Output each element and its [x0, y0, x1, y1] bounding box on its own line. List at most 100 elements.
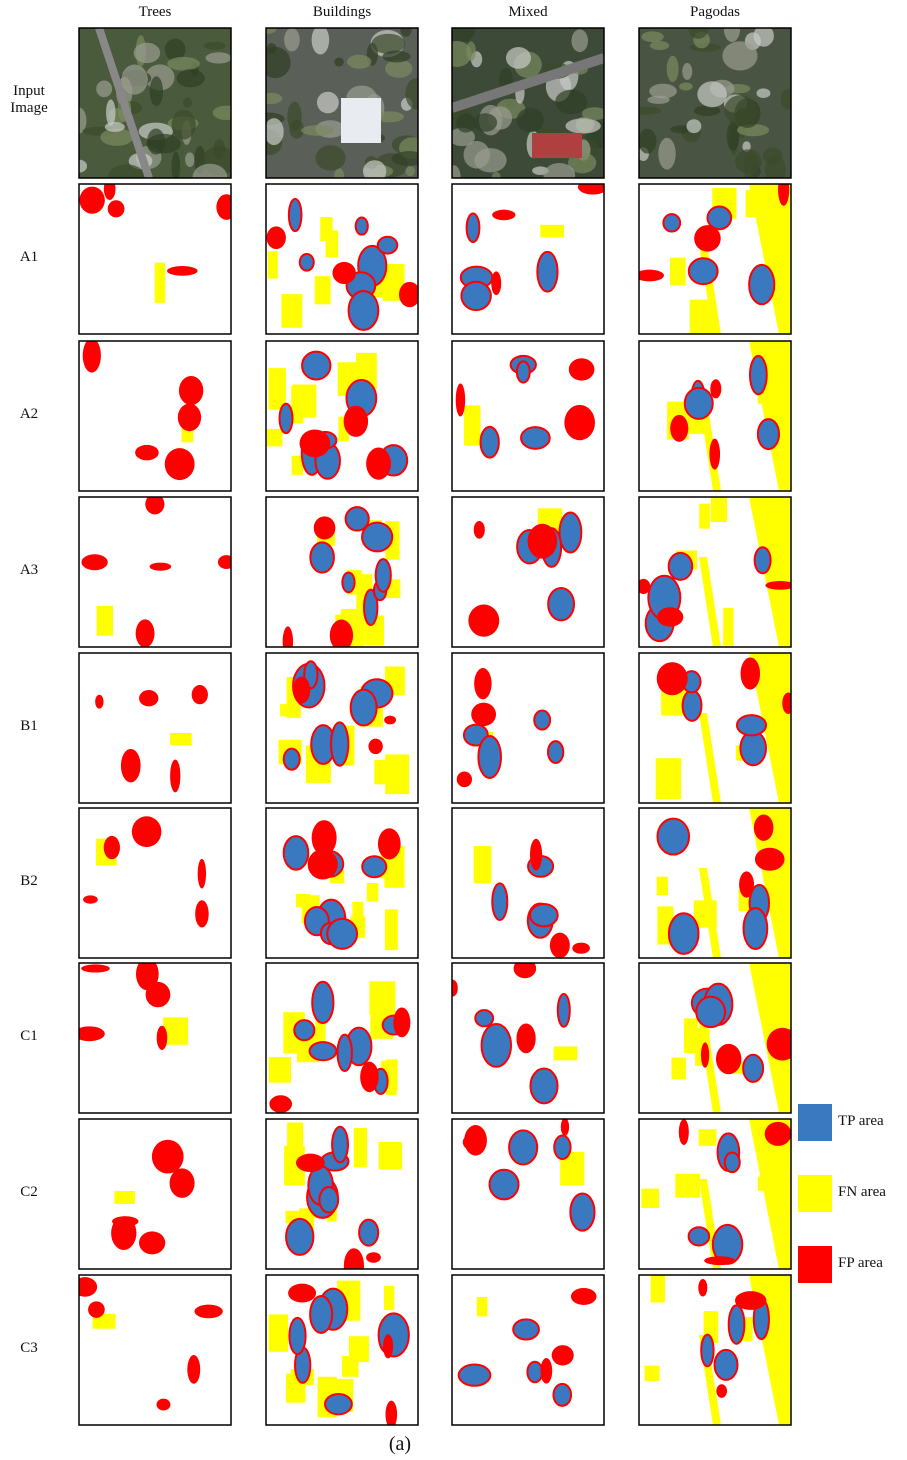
tp-area: [338, 1035, 352, 1071]
panel-content: [266, 653, 418, 803]
fp-area: [83, 338, 101, 372]
legend-label: FN area: [838, 1184, 907, 1201]
fn-area: [285, 1169, 303, 1185]
tp-area: [553, 1384, 571, 1406]
fp-area: [491, 271, 501, 295]
result-map: [266, 1275, 418, 1428]
row-label: B1: [0, 718, 58, 735]
fp-area: [187, 1355, 200, 1384]
fp-area: [694, 225, 721, 252]
result-map: [637, 497, 795, 647]
fn-area: [758, 1177, 771, 1191]
fn-area: [641, 1189, 659, 1208]
fn-area: [287, 1123, 303, 1162]
legend-label: FP area: [838, 1255, 907, 1272]
fp-area: [561, 1118, 569, 1136]
fp-area: [293, 677, 310, 704]
fn-area: [385, 754, 409, 794]
tp-area: [513, 1319, 539, 1339]
fn-area: [675, 1174, 700, 1198]
panel-content: [79, 808, 231, 958]
tp-area: [663, 214, 680, 231]
panel-content: [452, 497, 604, 647]
image-texture: [679, 82, 692, 90]
input-image: [440, 14, 610, 189]
result-map: [639, 1275, 791, 1425]
tp-area: [683, 690, 702, 720]
fp-area: [73, 1277, 97, 1297]
image-texture: [763, 148, 782, 165]
fp-area: [709, 439, 720, 470]
image-texture: [177, 69, 205, 87]
map-bg: [452, 184, 604, 334]
result-map: [73, 1275, 231, 1425]
tp-area: [537, 252, 557, 292]
tp-area: [289, 199, 302, 231]
legend-label: TP area: [838, 1113, 907, 1130]
fp-area: [754, 814, 774, 840]
image-texture: [121, 65, 148, 95]
tp-area: [342, 572, 354, 592]
image-texture: [371, 34, 405, 54]
fp-area: [765, 581, 794, 590]
result-map: [452, 1275, 604, 1425]
fp-area: [657, 662, 688, 695]
fp-area: [399, 282, 420, 307]
image-texture: [96, 80, 112, 97]
fp-area: [88, 1301, 105, 1317]
image-texture: [106, 99, 115, 125]
result-map: [266, 497, 418, 657]
tp-area: [284, 749, 300, 770]
image-texture: [682, 63, 692, 80]
fp-area: [111, 1216, 136, 1250]
fp-area: [755, 848, 785, 871]
panel-content: [266, 497, 418, 657]
result-map: [452, 497, 604, 647]
fp-area: [383, 1334, 393, 1358]
panel-content: [250, 19, 427, 186]
image-texture: [658, 138, 675, 170]
input-image: [627, 16, 796, 184]
fp-area: [135, 445, 159, 460]
fn-area: [385, 909, 398, 950]
tp-area: [701, 1335, 713, 1367]
tp-area: [657, 819, 689, 855]
row-label: Input Image: [0, 83, 58, 117]
image-texture: [172, 152, 181, 182]
tp-area: [758, 419, 779, 449]
panel-content: [266, 963, 418, 1113]
fn-area: [477, 1297, 488, 1316]
fp-area: [366, 448, 391, 480]
tp-area: [509, 1130, 537, 1164]
fn-area: [379, 1142, 402, 1169]
fp-area: [464, 1125, 487, 1156]
fp-area: [378, 828, 401, 859]
fn-area: [464, 405, 481, 445]
image-texture: [667, 56, 679, 82]
result-map: [639, 808, 791, 958]
fp-area: [716, 1044, 741, 1074]
result-map: [639, 341, 791, 491]
tp-area: [749, 265, 774, 304]
fp-area: [288, 1284, 316, 1303]
tp-area: [378, 237, 397, 254]
fn-area: [269, 1057, 291, 1083]
tp-area: [554, 1135, 570, 1159]
fp-area: [178, 404, 201, 432]
fn-area: [651, 1275, 665, 1302]
fp-area: [108, 200, 125, 217]
fn-area: [354, 1128, 367, 1167]
panel-content: [79, 178, 237, 334]
result-map: [635, 174, 791, 341]
fp-area: [393, 1008, 410, 1038]
tp-area: [362, 523, 392, 552]
fp-area: [528, 524, 558, 559]
fn-area: [367, 883, 379, 902]
map-bg: [79, 653, 231, 803]
fp-area: [516, 1024, 535, 1054]
image-texture: [641, 31, 663, 42]
fp-area: [514, 959, 537, 979]
fp-area: [716, 1384, 727, 1398]
panel-content: [79, 338, 231, 491]
tp-area: [517, 361, 530, 382]
